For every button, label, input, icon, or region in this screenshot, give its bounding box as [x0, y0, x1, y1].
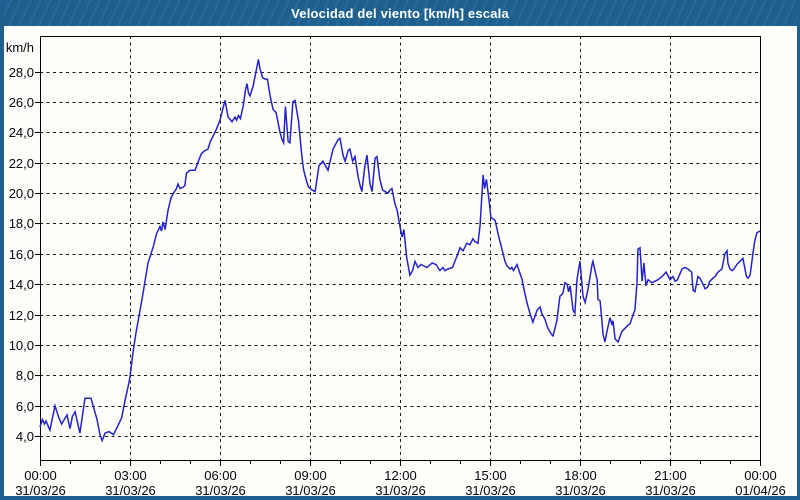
- grid-lines: [40, 36, 760, 460]
- x-tick-date-label: 31/03/26: [375, 483, 426, 498]
- y-tick-label: 20,0: [9, 186, 34, 201]
- window-frame-right: [797, 0, 800, 500]
- y-tick-label: 12,0: [9, 308, 34, 323]
- y-tick-label: 10,0: [9, 338, 34, 353]
- x-tick-time-label: 15:00: [474, 468, 507, 483]
- x-tick-time-label: 03:00: [114, 468, 147, 483]
- y-tick-label: 4,0: [16, 429, 34, 444]
- x-tick-date-label: 01/04/26: [735, 483, 786, 498]
- title-bar: Velocidad del viento [km/h] escala: [0, 0, 800, 26]
- chart-title: Velocidad del viento [km/h] escala: [291, 5, 509, 21]
- y-tick-label: 18,0: [9, 216, 34, 231]
- window-frame-bottom: [0, 496, 800, 500]
- y-tick-label: 8,0: [16, 368, 34, 383]
- x-tick-date-label: 31/03/26: [285, 483, 336, 498]
- window-frame-left: [0, 0, 4, 500]
- y-tick-label: 16,0: [9, 247, 34, 262]
- x-tick-time-label: 21:00: [654, 468, 687, 483]
- y-tick-label: 24,0: [9, 125, 34, 140]
- x-tick-date-label: 31/03/26: [555, 483, 606, 498]
- wind-speed-series-line: [39, 59, 761, 443]
- x-tick-time-label: 06:00: [204, 468, 237, 483]
- y-tick-label: 26,0: [9, 95, 34, 110]
- x-tick-time-label: 12:00: [384, 468, 417, 483]
- x-tick-time-label: 09:00: [294, 468, 327, 483]
- axis-labels: 4,0 6,0 8,0 10,0 12,0 14,0 16,0 18,0 20,0 22,0 24,…: [6, 40, 786, 498]
- x-tick-date-label: 31/03/26: [195, 483, 246, 498]
- x-tick-date-label: 31/03/26: [645, 483, 696, 498]
- y-tick-label: 14,0: [9, 277, 34, 292]
- y-tick-label: 28,0: [9, 65, 34, 80]
- y-tick-label: 6,0: [16, 399, 34, 414]
- x-tick-date-label: 31/03/26: [465, 483, 516, 498]
- x-tick-time-label: 00:00: [744, 468, 777, 483]
- x-tick-time-label: 18:00: [564, 468, 597, 483]
- y-tick-label: 22,0: [9, 156, 34, 171]
- x-tick-time-label: 00:00: [24, 468, 57, 483]
- x-tick-date-label: 31/03/26: [105, 483, 156, 498]
- y-axis-unit-label: km/h: [6, 40, 34, 55]
- plot-frame: [39, 35, 762, 462]
- x-tick-date-label: 31/03/26: [15, 483, 66, 498]
